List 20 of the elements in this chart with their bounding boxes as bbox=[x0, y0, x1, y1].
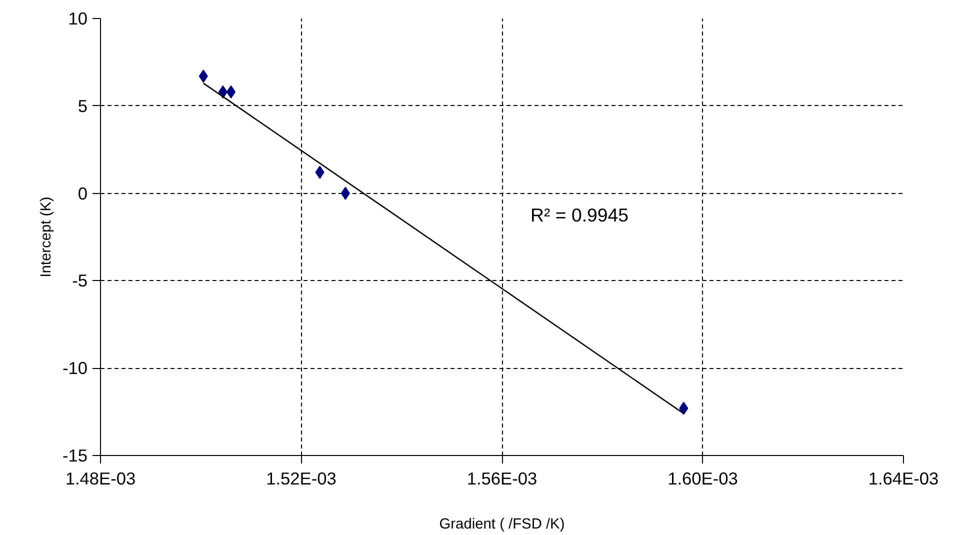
point bbox=[198, 70, 208, 83]
x-tick-label: 1.56E-03 bbox=[466, 468, 538, 488]
x-axis-title: Gradient ( /FSD /K) bbox=[439, 516, 565, 532]
x-tick-label: 1.48E-03 bbox=[65, 468, 136, 488]
x-tick-label: 1.64E-03 bbox=[868, 468, 939, 488]
point bbox=[315, 166, 324, 179]
y-axis-title: Intercept (K) bbox=[38, 196, 54, 278]
y-tick-label: 0 bbox=[78, 183, 88, 204]
y-tick-label: -5 bbox=[72, 270, 88, 291]
y-tick-label: 10 bbox=[68, 8, 88, 28]
x-tick-label: 1.52E-03 bbox=[266, 468, 336, 488]
y-tick-label: -15 bbox=[62, 446, 88, 466]
y-tick-label: -10 bbox=[62, 358, 88, 378]
point bbox=[679, 402, 688, 415]
point bbox=[218, 85, 228, 98]
y-tick-label: 5 bbox=[78, 96, 88, 116]
point bbox=[340, 186, 350, 200]
x-tick-label: 1.60E-03 bbox=[668, 468, 738, 488]
annotation: R² = 0.9945 bbox=[530, 204, 629, 226]
point bbox=[226, 85, 236, 98]
